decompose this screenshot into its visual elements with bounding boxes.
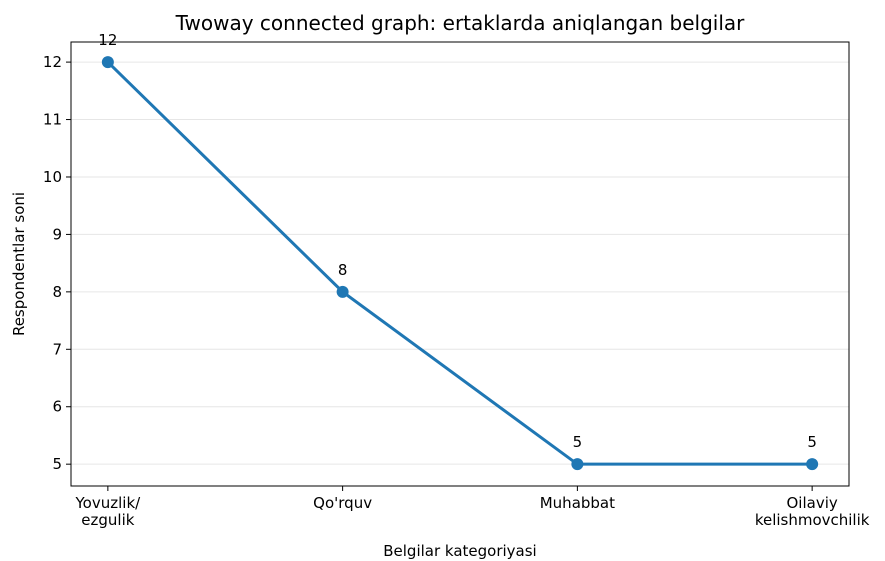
x-tick-label: Yovuzlik/ezgulik: [75, 494, 142, 529]
y-tick-label: 8: [52, 283, 62, 301]
x-tick-label: Oilaviy kelishmovchilik: [755, 494, 870, 529]
y-tick-label: 9: [52, 225, 62, 243]
y-tick-label: 5: [52, 455, 62, 473]
data-label: 12: [98, 31, 117, 49]
data-label: 8: [338, 261, 348, 279]
data-label: 5: [573, 433, 583, 451]
data-point: [336, 285, 349, 298]
data-point: [571, 458, 584, 471]
y-tick-label: 10: [43, 168, 62, 186]
data-point: [806, 458, 819, 471]
data-line: [106, 61, 813, 466]
chart-title: Twoway connected graph: ertaklarda aniql…: [175, 11, 746, 35]
y-tick-label: 6: [52, 398, 62, 416]
plot-frame: [70, 41, 850, 487]
x-tick-label: Muhabbat: [540, 494, 615, 512]
x-tick-label: Qo'rquv: [313, 494, 372, 512]
data-label: 5: [807, 433, 817, 451]
y-tick-label: 12: [43, 53, 62, 71]
y-tick-label: 7: [52, 340, 62, 358]
y-axis-label: Respondentlar soni: [10, 192, 28, 336]
x-axis-label: Belgilar kategoriyasi: [383, 542, 536, 560]
y-tick-label: 11: [43, 111, 62, 129]
data-point: [101, 56, 114, 69]
